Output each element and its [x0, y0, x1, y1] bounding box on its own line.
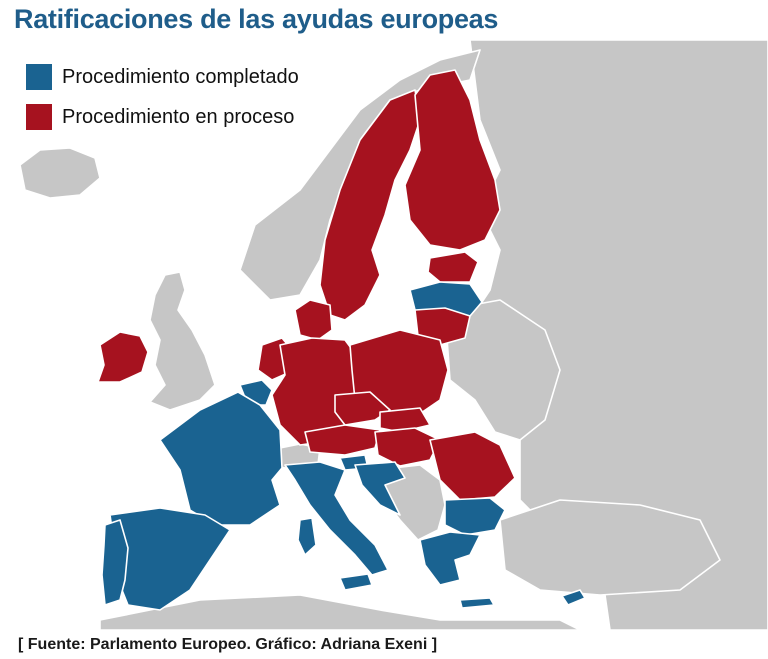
- country-ireland: [97, 331, 149, 383]
- country-croatia: [354, 461, 406, 516]
- country-bulgaria: [444, 497, 506, 536]
- country-sweden: [319, 89, 421, 321]
- map-legend: Procedimiento completado Procedimiento e…: [26, 64, 299, 144]
- legend-label-in-process: Procedimiento en proceso: [62, 105, 295, 128]
- country-czech: [334, 391, 391, 426]
- country-latvia: [409, 281, 483, 317]
- country-iceland: [19, 147, 101, 199]
- country-sicily: [339, 573, 373, 591]
- country-crete: [459, 597, 495, 609]
- country-turkey: [499, 499, 721, 596]
- country-ukraine-belarus: [444, 299, 561, 441]
- map-title: Ratificaciones de las ayudas europeas: [14, 4, 499, 34]
- legend-item-in-process: Procedimiento en proceso: [26, 104, 299, 130]
- country-greece: [419, 531, 481, 586]
- country-poland: [349, 329, 449, 416]
- country-hungary: [374, 427, 441, 467]
- country-spain: [109, 507, 231, 611]
- country-uk: [149, 271, 216, 411]
- country-estonia: [427, 251, 479, 283]
- country-austria: [304, 424, 381, 456]
- europe-map: [0, 39, 768, 631]
- source-credit: [ Fuente: Parlamento Europeo. Gráfico: A…: [18, 636, 438, 653]
- country-finland: [404, 69, 501, 251]
- legend-swatch-in-process: [26, 104, 52, 130]
- country-romania: [429, 431, 516, 501]
- country-denmark: [294, 299, 333, 341]
- country-portugal: [101, 519, 129, 606]
- legend-item-completed: Procedimiento completado: [26, 64, 299, 90]
- legend-label-completed: Procedimiento completado: [62, 65, 299, 88]
- country-sardinia: [297, 517, 317, 556]
- country-cyprus: [561, 589, 586, 606]
- country-france: [159, 391, 283, 526]
- legend-swatch-completed: [26, 64, 52, 90]
